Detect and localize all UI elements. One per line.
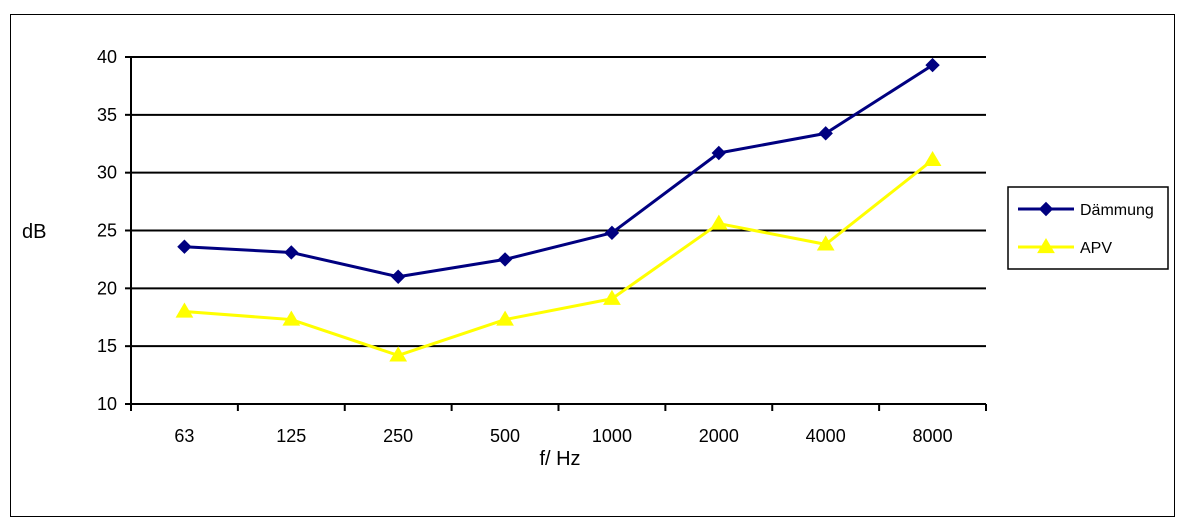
series-line-2: [184, 158, 934, 357]
x-tick-label: 8000: [913, 426, 953, 446]
y-tick-label: 10: [97, 394, 117, 414]
data-point-diamond: [1038, 201, 1054, 217]
y-tick-labels: 10 15 20 25 30 35 40: [97, 47, 117, 414]
legend-label: APV: [1080, 240, 1112, 257]
data-point-triangle: [816, 235, 835, 251]
y-axis-label: dB: [22, 221, 46, 243]
x-tick-label: 1000: [592, 426, 632, 446]
x-tick-label: 63: [174, 426, 194, 446]
y-tick-label: 30: [97, 163, 117, 183]
data-point-triangle: [923, 150, 942, 167]
x-tick-label: 250: [383, 426, 413, 446]
axes: [125, 56, 987, 411]
data-point-diamond: [925, 57, 940, 73]
y-tick-label: 35: [97, 105, 117, 125]
y-tick-label: 40: [97, 47, 117, 67]
x-axis-label: f/ Hz: [539, 448, 580, 470]
x-tick-label: 125: [276, 426, 306, 446]
data-point-diamond: [818, 126, 833, 141]
data-point-triangle: [389, 346, 408, 362]
gridlines: [131, 56, 986, 348]
data-point-diamond: [604, 225, 620, 241]
y-tick-label: 20: [97, 278, 117, 298]
x-tick-label: 500: [490, 426, 520, 446]
data-point-triangle: [603, 289, 621, 305]
legend-box: [1007, 186, 1169, 270]
chart-frame: [10, 14, 1175, 517]
data-point-triangle: [175, 302, 194, 318]
data-point-diamond: [711, 145, 727, 161]
legend-label: Dämmung: [1080, 202, 1154, 219]
data-point-diamond: [390, 269, 406, 284]
data-point-triangle: [709, 214, 728, 230]
data-point-diamond: [497, 252, 513, 267]
data-point-triangle: [1037, 238, 1055, 254]
series-layer: [175, 57, 942, 362]
data-point-diamond: [284, 245, 299, 260]
legend: Dämmung APV: [1007, 186, 1169, 270]
data-point-diamond: [177, 239, 192, 254]
x-tick-labels: 63 125 250 500 1000 2000 4000 8000: [174, 426, 952, 446]
data-point-triangle: [496, 310, 514, 326]
data-point-triangle: [282, 310, 301, 326]
x-tick-label: 4000: [806, 426, 846, 446]
y-tick-label: 25: [97, 221, 117, 241]
series-line-1: [184, 63, 934, 279]
x-tick-label: 2000: [699, 426, 739, 446]
y-tick-label: 15: [97, 336, 117, 356]
